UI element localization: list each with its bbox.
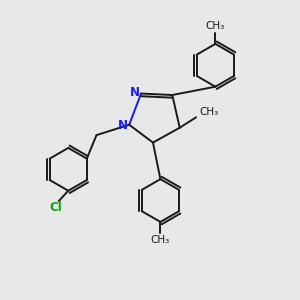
Text: CH₃: CH₃: [206, 21, 225, 31]
Text: CH₃: CH₃: [151, 235, 170, 245]
Text: N: N: [118, 119, 128, 132]
Text: N: N: [130, 86, 140, 99]
Text: Cl: Cl: [50, 201, 62, 214]
Text: CH₃: CH₃: [200, 107, 219, 117]
